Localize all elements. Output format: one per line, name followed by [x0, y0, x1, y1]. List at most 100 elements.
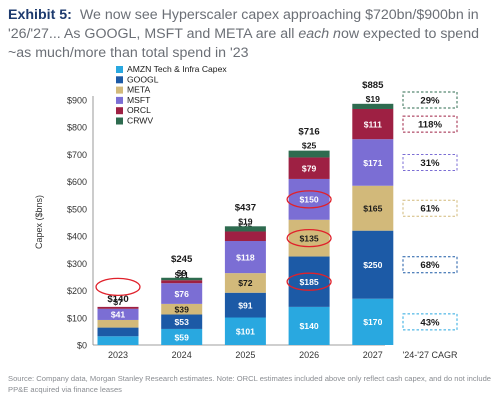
bar-segment [161, 314, 203, 329]
bar-segment [352, 103, 394, 109]
bar-segment [97, 306, 139, 309]
x-tick-label: 2027 [363, 350, 383, 360]
bar-segment [161, 303, 203, 315]
bar-segment [352, 108, 394, 140]
highlight-ring [286, 272, 332, 291]
bar-total-label: $437 [235, 202, 256, 213]
cagr-box [402, 91, 458, 109]
legend-label: ORCL [127, 105, 151, 115]
cagr-header: '24-'27 CAGR [403, 350, 458, 360]
bar-segment-label: $101 [236, 327, 255, 337]
x-tick-label: 2026 [299, 350, 319, 360]
y-tick-label: $900 [67, 96, 87, 106]
cagr-box [402, 313, 458, 331]
bar-total-label: $716 [298, 127, 319, 138]
highlight-ring [95, 277, 141, 297]
x-tick-label: 2023 [108, 350, 128, 360]
bar-segment-label: $9 [177, 268, 187, 278]
bar-segment-label: $185 [300, 277, 319, 287]
bar-segment-label: $19 [366, 94, 381, 104]
bar-segment-label: $250 [363, 260, 382, 270]
bar-segment-label: $11 [175, 270, 189, 280]
bar-segment-label: $140 [300, 321, 319, 331]
bar-segment-label: $170 [363, 317, 382, 327]
y-tick-label: $400 [67, 232, 87, 242]
cagr-value: 61% [420, 204, 440, 215]
bar-segment [352, 230, 394, 299]
bar-segment [224, 317, 266, 345]
bar-segment [288, 157, 330, 179]
bar-segment [288, 219, 330, 257]
bar-segment [224, 231, 266, 242]
bar-segment [97, 319, 139, 328]
bar-segment [288, 178, 330, 220]
cagr-box [402, 153, 458, 171]
legend-label: GOOGL [127, 74, 159, 84]
bar-segment-label: $72 [238, 278, 253, 288]
cagr-box [402, 115, 458, 133]
source-note: Source: Company data, Morgan Stanley Res… [8, 374, 492, 394]
bar-segment-label: $76 [175, 289, 190, 299]
exhibit-title-part-a: We now see Hyperscaler capex approaching… [8, 7, 479, 42]
y-tick-label: $600 [67, 177, 87, 187]
cagr-box [402, 256, 458, 274]
bar-segment [161, 277, 203, 281]
bar-segment-label: $150 [300, 195, 319, 205]
y-tick-label: $800 [67, 123, 87, 133]
legend-swatch [116, 117, 123, 125]
bar-segment-label: $39 [175, 305, 190, 315]
legend-swatch [116, 86, 123, 94]
bar-segment-label: $25 [302, 141, 317, 151]
bar-segment [288, 306, 330, 345]
bar-segment-label: $7 [113, 297, 123, 307]
exhibit-number: Exhibit 5: [8, 7, 72, 23]
bar-segment-label: $79 [302, 163, 317, 173]
cagr-value: 31% [420, 158, 440, 169]
bar-total-label: $245 [171, 254, 193, 265]
bar-segment [288, 150, 330, 158]
bar-segment-label: $118 [236, 252, 255, 262]
highlight-ring [286, 229, 332, 248]
bar-segment [288, 256, 330, 307]
bar-segment [352, 185, 394, 231]
cagr-value: 68% [420, 260, 440, 271]
bar-segment [161, 328, 203, 345]
bar-segment [352, 139, 394, 186]
exhibit-header: Exhibit 5: We now see Hyperscaler capex a… [8, 6, 492, 63]
bar-segment [224, 241, 266, 274]
bar-segment-label: $41 [111, 310, 126, 320]
x-tick-label: 2024 [172, 350, 192, 360]
cagr-box [402, 199, 458, 217]
legend-label: AMZN Tech & Infra Capex [127, 64, 227, 74]
bar-segment [161, 280, 203, 284]
y-tick-label: $500 [67, 204, 87, 214]
bar-segment-label: $165 [363, 204, 382, 214]
legend-swatch [116, 107, 123, 115]
exhibit-title-emphasis: each n [298, 26, 341, 42]
bar-total-label: $140 [107, 294, 128, 305]
cagr-value: 29% [420, 96, 440, 107]
legend-label: MSFT [127, 95, 151, 105]
bar-segment-label: $53 [175, 317, 190, 327]
legend-swatch [116, 96, 123, 104]
y-tick-label: $300 [67, 259, 87, 269]
legend-swatch [116, 66, 123, 73]
bar-segment [97, 336, 139, 345]
highlight-ring [286, 190, 332, 209]
y-tick-label: $700 [67, 150, 87, 160]
bar-segment-label: $19 [238, 216, 253, 226]
bar-segment-label: $135 [300, 233, 319, 243]
cagr-value: 43% [420, 317, 440, 328]
bar-segment-label: $111 [364, 119, 382, 129]
legend-label: META [127, 85, 151, 95]
bar-segment [97, 308, 139, 320]
legend-label: CRWV [127, 116, 153, 126]
bar-segment [97, 327, 139, 337]
bar-segment-label: $91 [238, 300, 253, 310]
bar-segment [224, 292, 266, 318]
bar-segment-label: $171 [363, 158, 382, 168]
y-axis-title: Capex ($bns) [34, 195, 44, 249]
x-tick-label: 2025 [235, 350, 255, 360]
y-tick-label: $200 [67, 286, 87, 296]
